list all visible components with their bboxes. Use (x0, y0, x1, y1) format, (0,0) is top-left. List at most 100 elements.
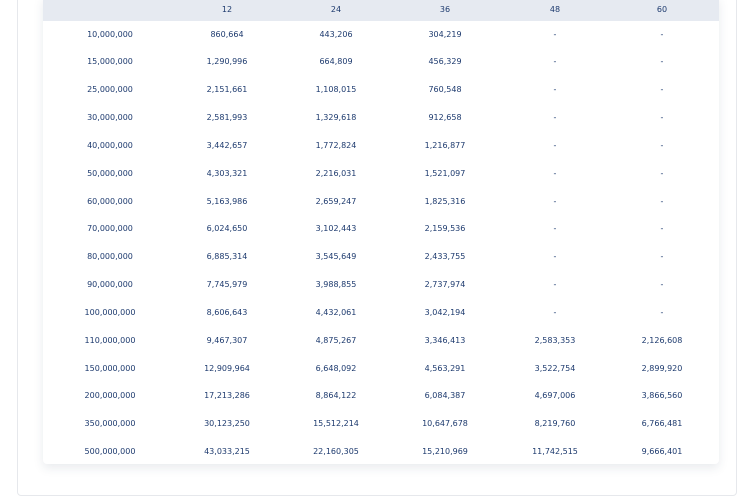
table-cell: 2,433,755 (424, 252, 466, 261)
table-cell: - (660, 85, 664, 94)
table-row: 50,000,000 4,303,321 2,216,031 1,521,097… (43, 169, 719, 179)
table-cell: 70,000,000 (87, 224, 133, 233)
table-cell: 30,123,250 (204, 419, 250, 428)
table-cell: 2,581,993 (206, 113, 248, 122)
table-cell: 1,825,316 (424, 197, 466, 206)
table-cell: 1,290,996 (206, 57, 248, 66)
table-cell: 1,108,015 (315, 85, 357, 94)
table-cell: 43,033,215 (204, 447, 250, 456)
table-row: 110,000,000 9,467,307 4,875,267 3,346,41… (43, 336, 719, 346)
table-cell: 4,697,006 (534, 391, 576, 400)
table-cell: 3,866,560 (641, 391, 683, 400)
table-cell: - (553, 30, 557, 39)
table-cell: 12,909,964 (204, 364, 250, 373)
table-cell: 10,647,678 (422, 419, 468, 428)
table-cell: 2,216,031 (315, 169, 357, 178)
table-cell: 7,745,979 (206, 280, 248, 289)
table-cell: 4,303,321 (206, 169, 248, 178)
table-cell: - (553, 224, 557, 233)
table-cell: - (660, 30, 664, 39)
table-cell: 90,000,000 (87, 280, 133, 289)
table-row: 10,000,000 860,664 443,206 304,219 - - (43, 30, 719, 40)
table-cell: 860,664 (210, 30, 244, 39)
table-cell: - (553, 169, 557, 178)
table-cell: 350,000,000 (84, 419, 136, 428)
table-cell: 304,219 (428, 30, 462, 39)
table-cell: 3,442,657 (206, 141, 248, 150)
table-cell: 40,000,000 (87, 141, 133, 150)
table-cell: - (660, 280, 664, 289)
table-cell: - (553, 197, 557, 206)
table-cell: - (660, 224, 664, 233)
table-row: 40,000,000 3,442,657 1,772,824 1,216,877… (43, 141, 719, 151)
table-cell: 6,648,092 (315, 364, 357, 373)
table-cell: 100,000,000 (84, 308, 136, 317)
table-cell: 50,000,000 (87, 169, 133, 178)
table-cell: 9,666,401 (641, 447, 683, 456)
table-cell: 912,658 (428, 113, 462, 122)
table-row: 60,000,000 5,163,986 2,659,247 1,825,316… (43, 197, 719, 207)
table-cell: 3,545,649 (315, 252, 357, 261)
table-cell: - (660, 308, 664, 317)
table-cell: 17,213,286 (204, 391, 250, 400)
table-cell: 664,809 (319, 57, 353, 66)
header-cell-48: 48 (549, 5, 561, 14)
header-cell-12: 12 (221, 5, 233, 14)
table-cell: 5,163,986 (206, 197, 248, 206)
table-cell: 2,737,974 (424, 280, 466, 289)
table-cell: - (660, 113, 664, 122)
table-row: 70,000,000 6,024,650 3,102,443 2,159,536… (43, 224, 719, 234)
table-cell: 4,563,291 (424, 364, 466, 373)
table-row: 100,000,000 8,606,643 4,432,061 3,042,19… (43, 308, 719, 318)
table-cell: 1,329,618 (315, 113, 357, 122)
table-cell: 1,216,877 (424, 141, 466, 150)
table-cell: - (660, 141, 664, 150)
table-cell: 6,024,650 (206, 224, 248, 233)
table-cell: 8,219,760 (534, 419, 576, 428)
installment-table: 12 24 36 48 60 10,000,000 860,664 443,20… (43, 0, 719, 464)
table-cell: 60,000,000 (87, 197, 133, 206)
table-cell: 443,206 (319, 30, 353, 39)
table-cell: 15,512,214 (313, 419, 359, 428)
table-row: 90,000,000 7,745,979 3,988,855 2,737,974… (43, 280, 719, 290)
table-cell: 9,467,307 (206, 336, 248, 345)
table-cell: 22,160,305 (313, 447, 359, 456)
table-cell: 30,000,000 (87, 113, 133, 122)
table-cell: - (553, 113, 557, 122)
table-cell: 3,042,194 (424, 308, 466, 317)
table-cell: 760,548 (428, 85, 462, 94)
table-row: 500,000,000 43,033,215 22,160,305 15,210… (43, 447, 719, 457)
table-row: 30,000,000 2,581,993 1,329,618 912,658 -… (43, 113, 719, 123)
table-cell: 2,899,920 (641, 364, 683, 373)
table-cell: 25,000,000 (87, 85, 133, 94)
table-cell: - (660, 197, 664, 206)
header-cell-36: 36 (439, 5, 451, 14)
table-cell: 8,864,122 (315, 391, 357, 400)
table-header: 12 24 36 48 60 (43, 0, 719, 21)
table-cell: 1,521,097 (424, 169, 466, 178)
table-cell: - (553, 85, 557, 94)
table-cell: 3,346,413 (424, 336, 466, 345)
table-cell: 10,000,000 (87, 30, 133, 39)
table-row: 80,000,000 6,885,314 3,545,649 2,433,755… (43, 252, 719, 262)
header-cell-24: 24 (330, 5, 342, 14)
table-cell: 4,432,061 (315, 308, 357, 317)
table-cell: 110,000,000 (84, 336, 136, 345)
table-cell: 3,102,443 (315, 224, 357, 233)
table-cell: 15,210,969 (422, 447, 468, 456)
table-cell: 456,329 (428, 57, 462, 66)
table-cell: 80,000,000 (87, 252, 133, 261)
table-cell: 500,000,000 (84, 447, 136, 456)
table-cell: 3,522,754 (534, 364, 576, 373)
table-cell: - (553, 308, 557, 317)
table-cell: 2,126,608 (641, 336, 683, 345)
table-row: 25,000,000 2,151,661 1,108,015 760,548 -… (43, 85, 719, 95)
header-cell-60: 60 (656, 5, 668, 14)
table-cell: 3,988,855 (315, 280, 357, 289)
table-cell: 6,084,387 (424, 391, 466, 400)
table-cell: 200,000,000 (84, 391, 136, 400)
table-cell: 2,151,661 (206, 85, 248, 94)
table-cell: - (553, 141, 557, 150)
table-cell: 2,583,353 (534, 336, 576, 345)
